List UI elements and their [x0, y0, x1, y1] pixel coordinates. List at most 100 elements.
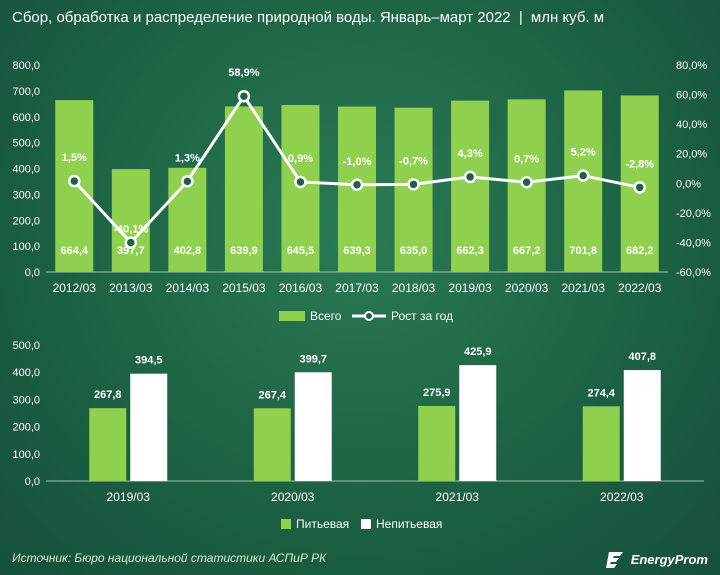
- line-value-label: 4,3%: [458, 148, 483, 160]
- line-value-label: -40,1%: [113, 224, 148, 236]
- x-tick-label: 2019/03: [107, 490, 151, 504]
- y2-tick-label: -60,0%: [676, 267, 711, 279]
- bar-value-label: 397,7: [117, 245, 145, 257]
- bottom-chart: 0,0 100,0 200,0 300,0 400,0 500,0 267,8 394,5 20…: [12, 340, 704, 531]
- bar-value-label: 394,5: [135, 355, 163, 367]
- y-tick-label: 400,0: [12, 164, 40, 176]
- bar-value-label: 635,0: [400, 245, 428, 257]
- y-tick-label: 400,0: [12, 367, 40, 379]
- y2-tick-label: 60,0%: [676, 90, 707, 102]
- y2-tick-label: 80,0%: [676, 60, 707, 72]
- bar-value-label: 399,7: [299, 353, 327, 365]
- bar-value-label: 402,8: [174, 245, 202, 257]
- line-value-label: 58,9%: [228, 67, 259, 79]
- title-text: Сбор, обработка и распределение природно…: [12, 9, 511, 26]
- footer: Источник: Бюро национальной статистики А…: [0, 543, 720, 575]
- y-tick-label: 0,0: [25, 267, 40, 279]
- bar-drinking: [89, 408, 127, 481]
- bar-value-label: 664,4: [61, 245, 89, 257]
- y-tick-label: 200,0: [12, 422, 40, 434]
- bar-non-drinking: [623, 370, 661, 481]
- line-value-label: 1,5%: [62, 152, 87, 164]
- bar-total: [451, 100, 490, 272]
- x-tick-label: 2014/03: [166, 281, 210, 295]
- x-tick-label: 2017/03: [335, 281, 379, 295]
- y-tick-label: 200,0: [12, 215, 40, 227]
- x-tick-label: 2012/03: [53, 281, 97, 295]
- bar-non-drinking: [130, 373, 168, 481]
- x-tick-label: 2015/03: [222, 281, 266, 295]
- legend-label-total: Всего: [310, 309, 342, 323]
- bar-value-label: 267,8: [94, 389, 122, 401]
- x-tick-label: 2021/03: [436, 490, 480, 504]
- line-point: [124, 236, 138, 249]
- bar-value-label: 667,2: [513, 245, 541, 257]
- bar-value-label: 267,4: [258, 389, 286, 401]
- line-point: [68, 174, 81, 188]
- bar-non-drinking: [459, 365, 497, 481]
- bar-value-label: 645,5: [287, 245, 315, 257]
- y-tick-label: 100,0: [12, 449, 40, 461]
- y-tick-label: 600,0: [12, 112, 40, 124]
- x-tick-label: 2021/03: [561, 281, 605, 295]
- x-tick-label: 2016/03: [279, 281, 323, 295]
- bar-value-label: 682,2: [626, 245, 654, 257]
- bar-value-label: 274,4: [587, 387, 615, 399]
- legend-swatch-total: [279, 311, 305, 321]
- bar-value-label: 407,8: [628, 351, 656, 363]
- line-point: [520, 176, 533, 189]
- legend-marker-growth: [364, 311, 374, 321]
- y2-tick-label: -40,0%: [676, 237, 711, 249]
- x-tick-label: 2020/03: [505, 281, 549, 295]
- bar-drinking: [418, 405, 456, 481]
- legend-label-non-drinking: Непитьевая: [376, 517, 442, 531]
- line-value-label: -0,7%: [399, 155, 428, 167]
- bar-total: [224, 106, 263, 272]
- line-point: [407, 178, 420, 191]
- title-separator: |: [518, 9, 523, 26]
- bar-total: [111, 169, 150, 272]
- bar-drinking: [582, 406, 620, 481]
- y2-tick-label: -20,0%: [676, 208, 711, 220]
- x-tick-label: 2013/03: [109, 281, 153, 295]
- source-note: Источник: Бюро национальной статистики А…: [12, 551, 327, 565]
- energyprom-logo-icon: [605, 552, 623, 568]
- bar-value-label: 639,9: [230, 245, 258, 257]
- bar-value-label: 639,3: [343, 245, 371, 257]
- line-point: [633, 181, 646, 194]
- y-tick-label: 500,0: [12, 138, 40, 150]
- y-tick-label: 0,0: [25, 476, 40, 488]
- y2-tick-label: 20,0%: [676, 149, 707, 161]
- x-tick-label: 2022/03: [618, 281, 662, 295]
- line-point: [237, 89, 251, 103]
- legend-swatch-drinking: [281, 519, 291, 529]
- page-title: Сбор, обработка и распределение природно…: [12, 9, 712, 27]
- title-unit: млн куб. м: [530, 9, 605, 26]
- line-value-label: -1,0%: [343, 156, 372, 168]
- top-chart: 0,0 100,0 200,0 300,0 400,0 500,0 600,0 700,0 80…: [12, 60, 711, 323]
- y-tick-label: 300,0: [12, 189, 40, 201]
- logo-text: EnergyProm: [630, 551, 708, 567]
- y-tick-label: 300,0: [12, 394, 40, 406]
- bar-value-label: 701,8: [569, 245, 597, 257]
- bar-value-label: 275,9: [423, 387, 451, 399]
- legend-swatch-non-drinking: [361, 519, 371, 529]
- line-value-label: 5,2%: [571, 147, 596, 159]
- x-tick-label: 2020/03: [271, 490, 315, 504]
- y-tick-label: 100,0: [12, 241, 40, 253]
- line-point: [576, 169, 590, 182]
- bar-value-label: 662,3: [456, 245, 484, 257]
- bar-value-label: 425,9: [464, 346, 492, 358]
- x-tick-label: 2022/03: [600, 490, 644, 504]
- y-tick-label: 700,0: [12, 86, 40, 98]
- x-tick-label: 2019/03: [448, 281, 492, 295]
- legend-label-growth: Рост за год: [391, 309, 453, 323]
- line-point: [181, 175, 194, 188]
- line-point: [463, 170, 477, 184]
- line-point: [350, 178, 364, 192]
- line-value-label: 1,3%: [175, 152, 200, 164]
- line-value-label: -2,8%: [625, 158, 654, 170]
- y2-tick-label: 0,0%: [676, 178, 701, 190]
- logo: EnergyProm: [605, 548, 708, 570]
- y-tick-label: 500,0: [12, 340, 40, 352]
